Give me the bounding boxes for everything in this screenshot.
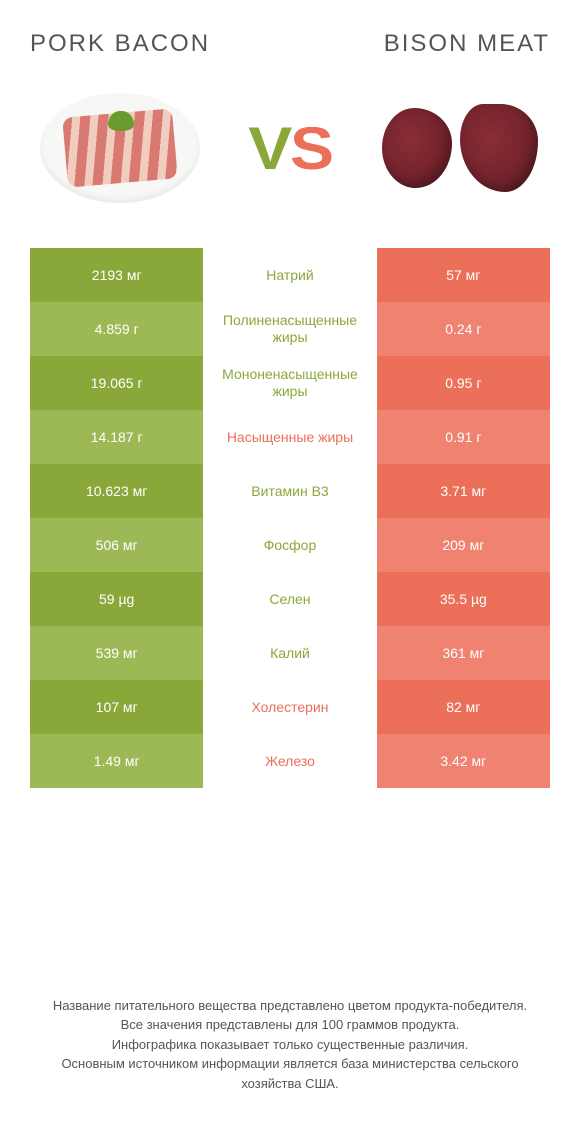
nutrient-label: Мононенасыщенные жиры: [203, 356, 376, 410]
left-value: 14.187 г: [30, 410, 203, 464]
table-row: 4.859 гПолиненасыщенные жиры0.24 г: [30, 302, 550, 356]
right-product-image: [370, 88, 550, 208]
right-value: 209 мг: [377, 518, 550, 572]
left-value: 10.623 мг: [30, 464, 203, 518]
nutrient-label: Витамин B3: [203, 464, 376, 518]
hero-row: VS: [30, 78, 550, 218]
nutrient-label: Полиненасыщенные жиры: [203, 302, 376, 356]
left-product-image: [30, 88, 210, 208]
right-value: 0.24 г: [377, 302, 550, 356]
nutrient-label: Железо: [203, 734, 376, 788]
right-value: 0.95 г: [377, 356, 550, 410]
infographic-root: PORK BACON BISON MEAT VS 2193 мгНатрий57…: [0, 0, 580, 1123]
vs-v: V: [248, 115, 290, 182]
left-value: 506 мг: [30, 518, 203, 572]
right-value: 57 мг: [377, 248, 550, 302]
nutrient-label: Селен: [203, 572, 376, 626]
right-value: 3.71 мг: [377, 464, 550, 518]
right-product-title: BISON MEAT: [384, 30, 550, 58]
left-value: 59 µg: [30, 572, 203, 626]
header: PORK BACON BISON MEAT: [30, 30, 550, 58]
vs-s: S: [290, 115, 332, 182]
bacon-icon: [40, 93, 200, 203]
right-value: 361 мг: [377, 626, 550, 680]
table-row: 59 µgСелен35.5 µg: [30, 572, 550, 626]
table-row: 107 мгХолестерин82 мг: [30, 680, 550, 734]
left-value: 107 мг: [30, 680, 203, 734]
footer-line: Все значения представлены для 100 граммо…: [40, 1015, 540, 1035]
table-row: 14.187 гНасыщенные жиры0.91 г: [30, 410, 550, 464]
table-row: 19.065 гМононенасыщенные жиры0.95 г: [30, 356, 550, 410]
table-row: 506 мгФосфор209 мг: [30, 518, 550, 572]
left-value: 1.49 мг: [30, 734, 203, 788]
table-row: 1.49 мгЖелезо3.42 мг: [30, 734, 550, 788]
table-row: 10.623 мгВитамин B33.71 мг: [30, 464, 550, 518]
table-row: 539 мгКалий361 мг: [30, 626, 550, 680]
nutrient-label: Натрий: [203, 248, 376, 302]
footer-line: Инфографика показывает только существенн…: [40, 1035, 540, 1055]
footer-line: Основным источником информации является …: [40, 1054, 540, 1093]
bison-icon: [382, 104, 538, 192]
right-value: 35.5 µg: [377, 572, 550, 626]
left-value: 19.065 г: [30, 356, 203, 410]
table-row: 2193 мгНатрий57 мг: [30, 248, 550, 302]
left-value: 2193 мг: [30, 248, 203, 302]
nutrient-label: Насыщенные жиры: [203, 410, 376, 464]
left-product-title: PORK BACON: [30, 30, 210, 58]
left-value: 539 мг: [30, 626, 203, 680]
vs-label: VS: [248, 114, 332, 183]
footer-notes: Название питательного вещества представл…: [30, 996, 550, 1104]
nutrient-label: Холестерин: [203, 680, 376, 734]
comparison-table: 2193 мгНатрий57 мг4.859 гПолиненасыщенны…: [30, 248, 550, 788]
right-value: 82 мг: [377, 680, 550, 734]
nutrient-label: Фосфор: [203, 518, 376, 572]
footer-line: Название питательного вещества представл…: [40, 996, 540, 1016]
right-value: 0.91 г: [377, 410, 550, 464]
nutrient-label: Калий: [203, 626, 376, 680]
right-value: 3.42 мг: [377, 734, 550, 788]
left-value: 4.859 г: [30, 302, 203, 356]
